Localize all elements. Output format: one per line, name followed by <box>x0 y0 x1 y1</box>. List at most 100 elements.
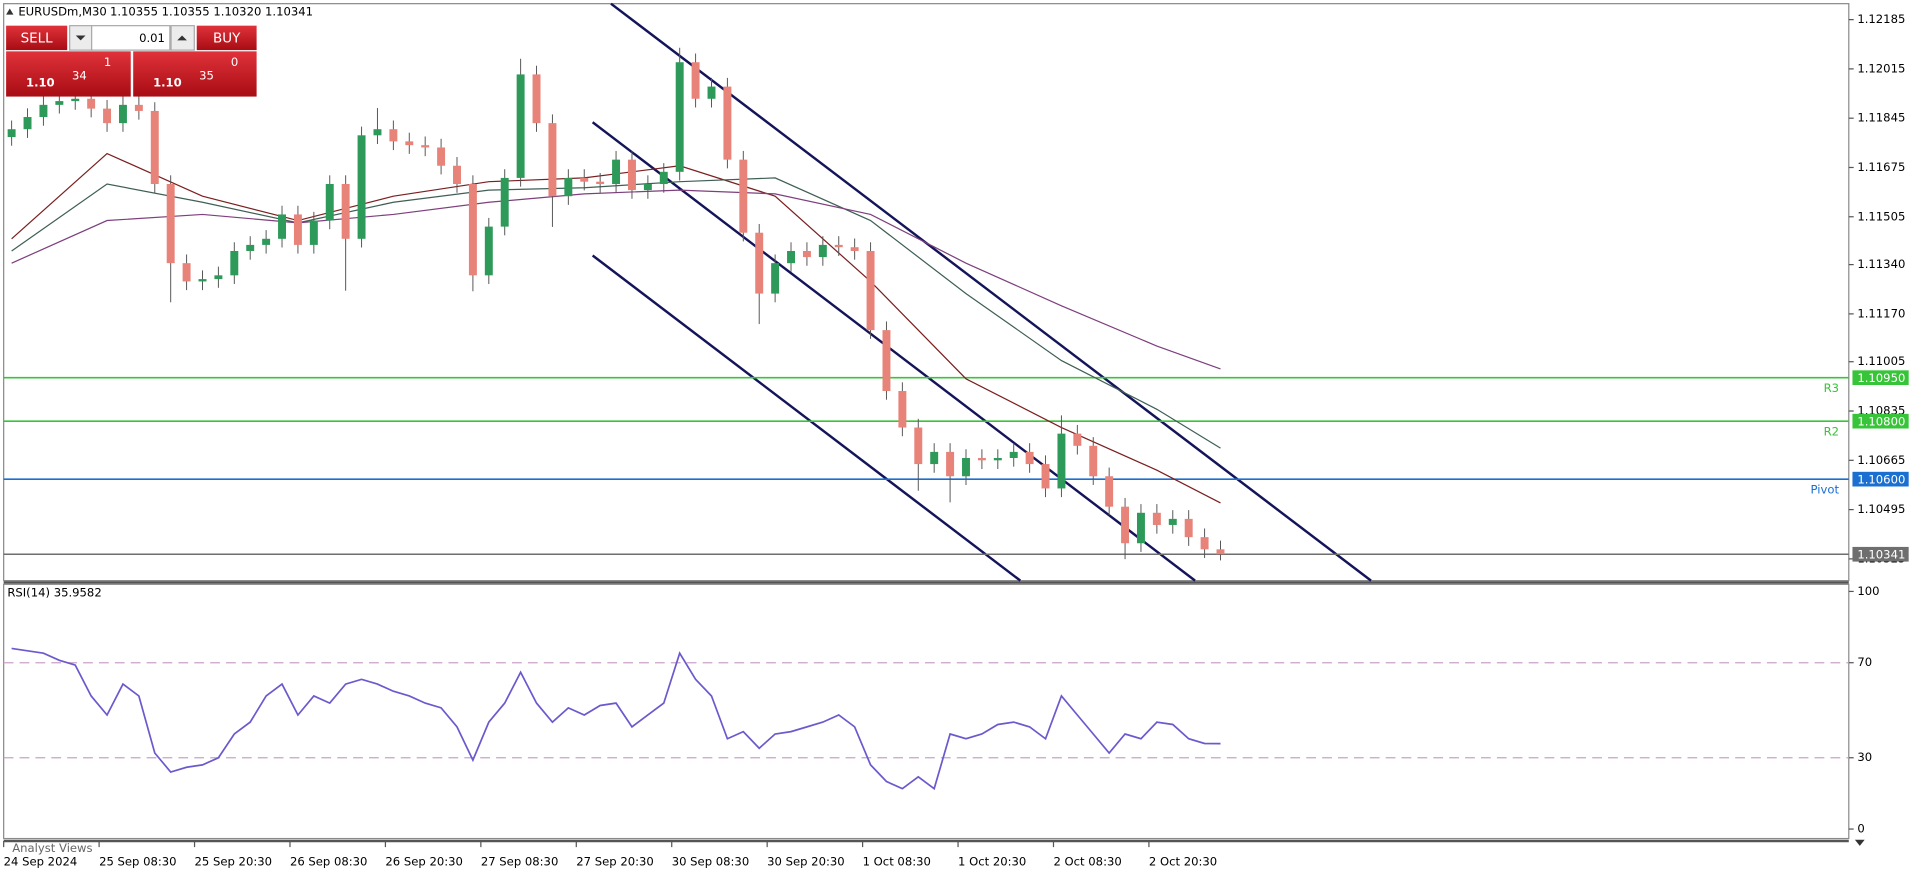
candle-body <box>182 263 191 282</box>
y-tick-label: 1.11505 <box>1857 209 1905 223</box>
candle-body <box>71 98 80 102</box>
candle-body <box>1216 549 1225 555</box>
rsi-line <box>11 647 1221 791</box>
y-tick-label: 1.10665 <box>1857 453 1905 467</box>
candle-body <box>643 184 652 191</box>
candle-body <box>389 129 398 142</box>
candle-body <box>214 275 223 280</box>
candle-body <box>771 263 780 294</box>
collapse-arrow[interactable] <box>6 8 14 15</box>
level-name: R2 <box>1824 425 1839 439</box>
candle-body <box>707 86 716 99</box>
bid-point: 1 <box>104 55 111 69</box>
y-tick-label: 100 <box>1857 584 1879 598</box>
candle-body <box>262 238 271 245</box>
candle-body <box>150 110 159 185</box>
candle-body <box>309 220 318 245</box>
y-tick-label: 1.11845 <box>1857 111 1905 125</box>
candle-body <box>1057 433 1066 489</box>
channel-line <box>591 121 1196 582</box>
scroll-arrow[interactable] <box>1854 839 1865 846</box>
candle-body <box>166 184 175 264</box>
lot-value: 0.01 <box>139 31 165 45</box>
analyst-views-tab[interactable]: Analyst Views <box>12 841 92 855</box>
trade-panel: SELL 0.01 BUY 1.10 34 1 1.10 35 0 <box>6 25 257 97</box>
candle-body <box>977 457 986 461</box>
x-tick-label: 25 Sep 20:30 <box>195 854 272 868</box>
level-tag <box>1852 546 1909 562</box>
y-tick-label: 70 <box>1857 655 1872 669</box>
candle-body <box>1041 464 1050 489</box>
rsi-title: RSI(14) 35.9582 <box>7 585 101 599</box>
candle-body <box>1089 445 1098 477</box>
down-arrow <box>75 35 86 41</box>
x-tick-label: 26 Sep 08:30 <box>290 854 367 868</box>
ask-point: 0 <box>231 55 238 69</box>
candle-body <box>818 244 827 258</box>
candle-body <box>1184 518 1193 538</box>
candle-body <box>1168 518 1177 525</box>
y-tick-label: 30 <box>1857 750 1872 764</box>
candle-body <box>278 214 287 239</box>
buy-label: BUY <box>213 32 241 47</box>
y-tick-label: 1.11340 <box>1857 257 1905 271</box>
ask-prefix: 1.10 <box>153 76 182 90</box>
y-tick-label: 1.10495 <box>1857 502 1905 516</box>
lot-input[interactable] <box>91 25 171 51</box>
level-label: 1.10800 <box>1857 414 1905 428</box>
x-tick-label: 27 Sep 20:30 <box>576 854 653 868</box>
level-tag <box>1852 471 1909 487</box>
candle-body <box>7 129 16 138</box>
up-arrow <box>177 35 187 41</box>
candle-body <box>1136 512 1145 544</box>
candle-body <box>1025 451 1034 465</box>
level-name: R3 <box>1824 381 1839 395</box>
candle-body <box>341 184 350 239</box>
bid-box[interactable] <box>6 51 131 97</box>
ask-box[interactable] <box>133 51 257 97</box>
candle-body <box>437 147 446 166</box>
candle-body <box>421 145 430 148</box>
candle-body <box>675 62 684 172</box>
y-tick-label: 0 <box>1857 822 1864 836</box>
x-tick-label: 25 Sep 08:30 <box>99 854 176 868</box>
price-pane <box>3 3 1850 582</box>
level-label: 1.10341 <box>1857 547 1905 561</box>
bid-pips: 34 <box>72 68 87 82</box>
candle-body <box>659 171 668 185</box>
candle-body <box>293 214 302 245</box>
candle-body <box>564 177 573 197</box>
buy-button[interactable] <box>196 25 257 51</box>
candle-body <box>627 159 636 191</box>
candle-body <box>1152 512 1161 525</box>
candle-body <box>468 184 477 276</box>
candle-body <box>898 391 907 428</box>
candle-body <box>834 244 843 248</box>
candle-body <box>850 247 859 251</box>
candle-body <box>548 123 557 197</box>
sell-button[interactable] <box>6 25 68 51</box>
x-tick-label: 27 Sep 08:30 <box>481 854 558 868</box>
candle-body <box>882 330 891 392</box>
x-tick-label: 1 Oct 08:30 <box>863 854 931 868</box>
x-tick-label: 26 Sep 20:30 <box>385 854 462 868</box>
level-name: Pivot <box>1811 483 1840 497</box>
candle-body <box>39 104 48 118</box>
level-tag <box>1852 370 1909 386</box>
candle-body <box>755 232 764 294</box>
candle-body <box>230 250 239 276</box>
candle-body <box>118 104 127 124</box>
candle-body <box>691 62 700 99</box>
candle-body <box>516 74 525 178</box>
y-tick-label: 1.12185 <box>1857 12 1905 26</box>
candle-body <box>357 135 366 239</box>
rsi-pane <box>3 583 1850 840</box>
ask-pips: 35 <box>199 68 214 82</box>
candle-body <box>453 165 461 185</box>
sell-label: SELL <box>21 32 54 47</box>
candle-body <box>1073 433 1082 446</box>
candle-body <box>405 141 414 146</box>
candle-body <box>373 129 382 136</box>
